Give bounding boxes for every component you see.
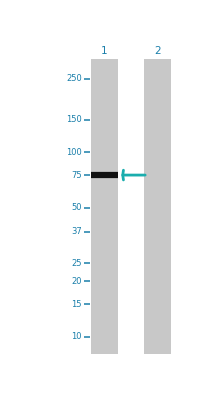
- Text: 75: 75: [71, 170, 82, 180]
- Text: 1: 1: [100, 46, 107, 56]
- FancyBboxPatch shape: [90, 59, 117, 354]
- Text: 50: 50: [71, 203, 82, 212]
- Text: 20: 20: [71, 276, 82, 286]
- Text: 10: 10: [71, 332, 82, 341]
- Text: 150: 150: [66, 115, 82, 124]
- FancyBboxPatch shape: [143, 59, 170, 354]
- Text: 250: 250: [66, 74, 82, 83]
- Text: 2: 2: [153, 46, 160, 56]
- Text: 100: 100: [66, 148, 82, 156]
- Text: 15: 15: [71, 300, 82, 308]
- Text: 37: 37: [71, 227, 82, 236]
- Text: 25: 25: [71, 259, 82, 268]
